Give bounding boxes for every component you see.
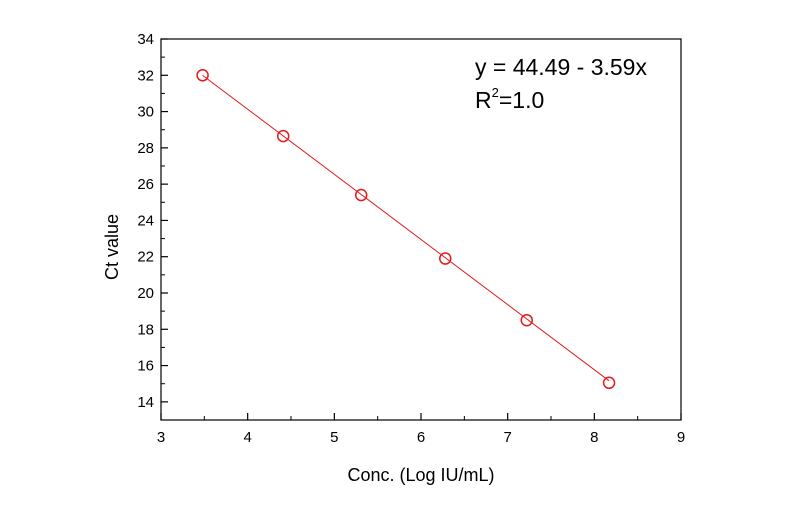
y-tick-label: 26 [137,176,154,193]
x-tick-label: 6 [417,429,425,446]
y-tick-label: 16 [137,358,154,375]
data-point [354,188,368,202]
y-tick-label: 14 [137,394,154,411]
fit-line [202,74,610,382]
plot-frame [160,38,682,421]
data-point [276,129,290,143]
y-tick-label: 22 [137,249,154,266]
x-tick-label: 9 [677,429,685,446]
y-tick-label: 18 [137,321,154,338]
x-tick-label: 7 [503,429,511,446]
x-tick-label: 8 [590,429,598,446]
r-squared-label: R2=1.0 [475,85,544,113]
r2-suffix: =1.0 [499,87,544,113]
y-axis-title: Ct value [102,214,122,280]
y-tick-label: 20 [137,285,154,302]
y-tick-label: 24 [137,212,154,229]
r2-superscript: 2 [492,85,499,100]
points-layer [196,69,616,390]
fit-equation: y = 44.49 - 3.59x [475,54,647,80]
y-tick-label: 32 [137,67,154,84]
data-point [520,313,533,327]
axes-layer [160,38,682,421]
data-point [439,252,452,265]
y-tick-label: 30 [137,104,154,121]
x-tick-label: 5 [330,429,338,446]
y-tick-label: 34 [137,31,154,48]
data-point [602,376,616,390]
fit-line-layer [202,74,610,382]
x-tick-label: 4 [243,429,251,446]
r2-prefix: R [475,87,492,113]
x-axis-title: Conc. (Log IU/mL) [347,465,494,485]
y-tick-label: 28 [137,140,154,157]
data-point [196,69,209,82]
x-tick-label: 3 [157,429,165,446]
